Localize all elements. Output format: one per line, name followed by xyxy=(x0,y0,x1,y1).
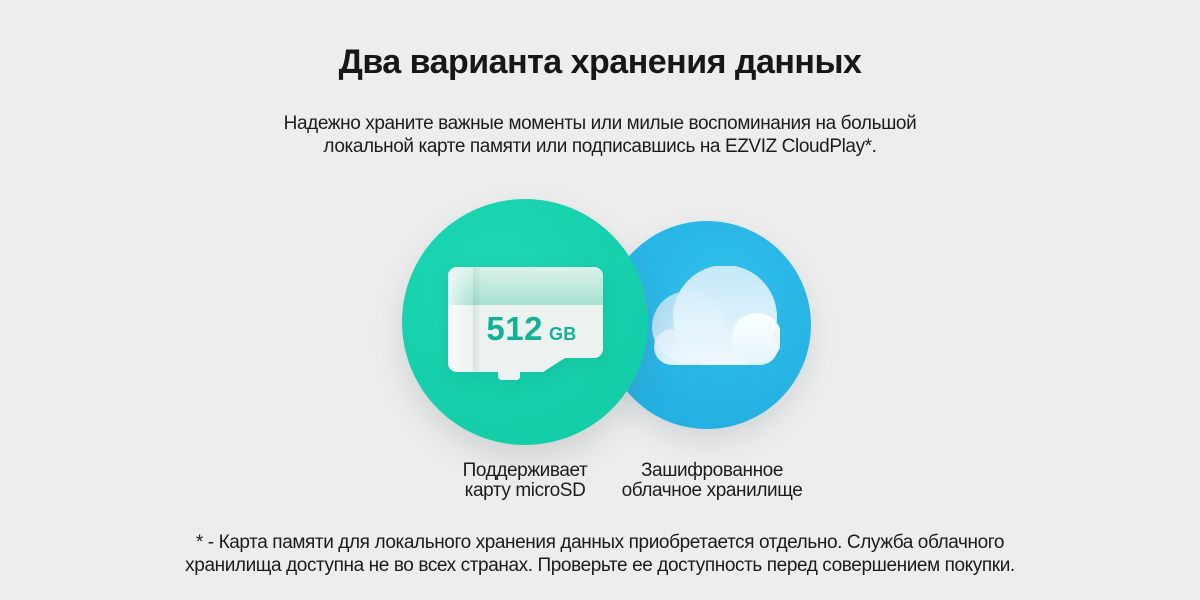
cloud-storage-label-line2: облачное хранилище xyxy=(621,480,803,501)
microsd-capacity: 512 GB xyxy=(448,310,603,348)
microsd-capacity-value: 512 xyxy=(486,310,543,347)
local-storage-label-line1: Поддерживает xyxy=(462,460,588,481)
page-subtitle-line1: Надежно храните важные моменты или милые… xyxy=(283,113,917,134)
cloud-storage-label: Зашифрованное облачное хранилище xyxy=(562,461,862,501)
cloud-icon-shape xyxy=(652,266,780,365)
microsd-card-shape xyxy=(448,267,603,380)
page-subtitle-line2: локальной карте памяти или подписавшись … xyxy=(323,135,877,157)
page-title: Два варианта хранения данных xyxy=(338,43,862,81)
local-storage-label-line2: карту microSD xyxy=(464,480,586,501)
microsd-card-icon: 512 GB xyxy=(448,267,603,380)
page-subtitle: Надежно храните важные моменты или милые… xyxy=(0,113,1200,158)
footnote-line2: хранилища доступна не во всех странах. П… xyxy=(185,555,1015,576)
footnote-line1: * - Карта памяти для локального хранения… xyxy=(195,532,1005,553)
microsd-capacity-unit: GB xyxy=(548,324,577,344)
footnote: * - Карта памяти для локального хранения… xyxy=(0,531,1200,577)
cloud-storage-label-line1: Зашифрованное xyxy=(640,460,784,481)
local-storage-circle: 512 GB xyxy=(402,199,648,445)
cloud-icon xyxy=(652,266,780,366)
local-storage-label: Поддерживает карту microSD xyxy=(375,461,675,501)
